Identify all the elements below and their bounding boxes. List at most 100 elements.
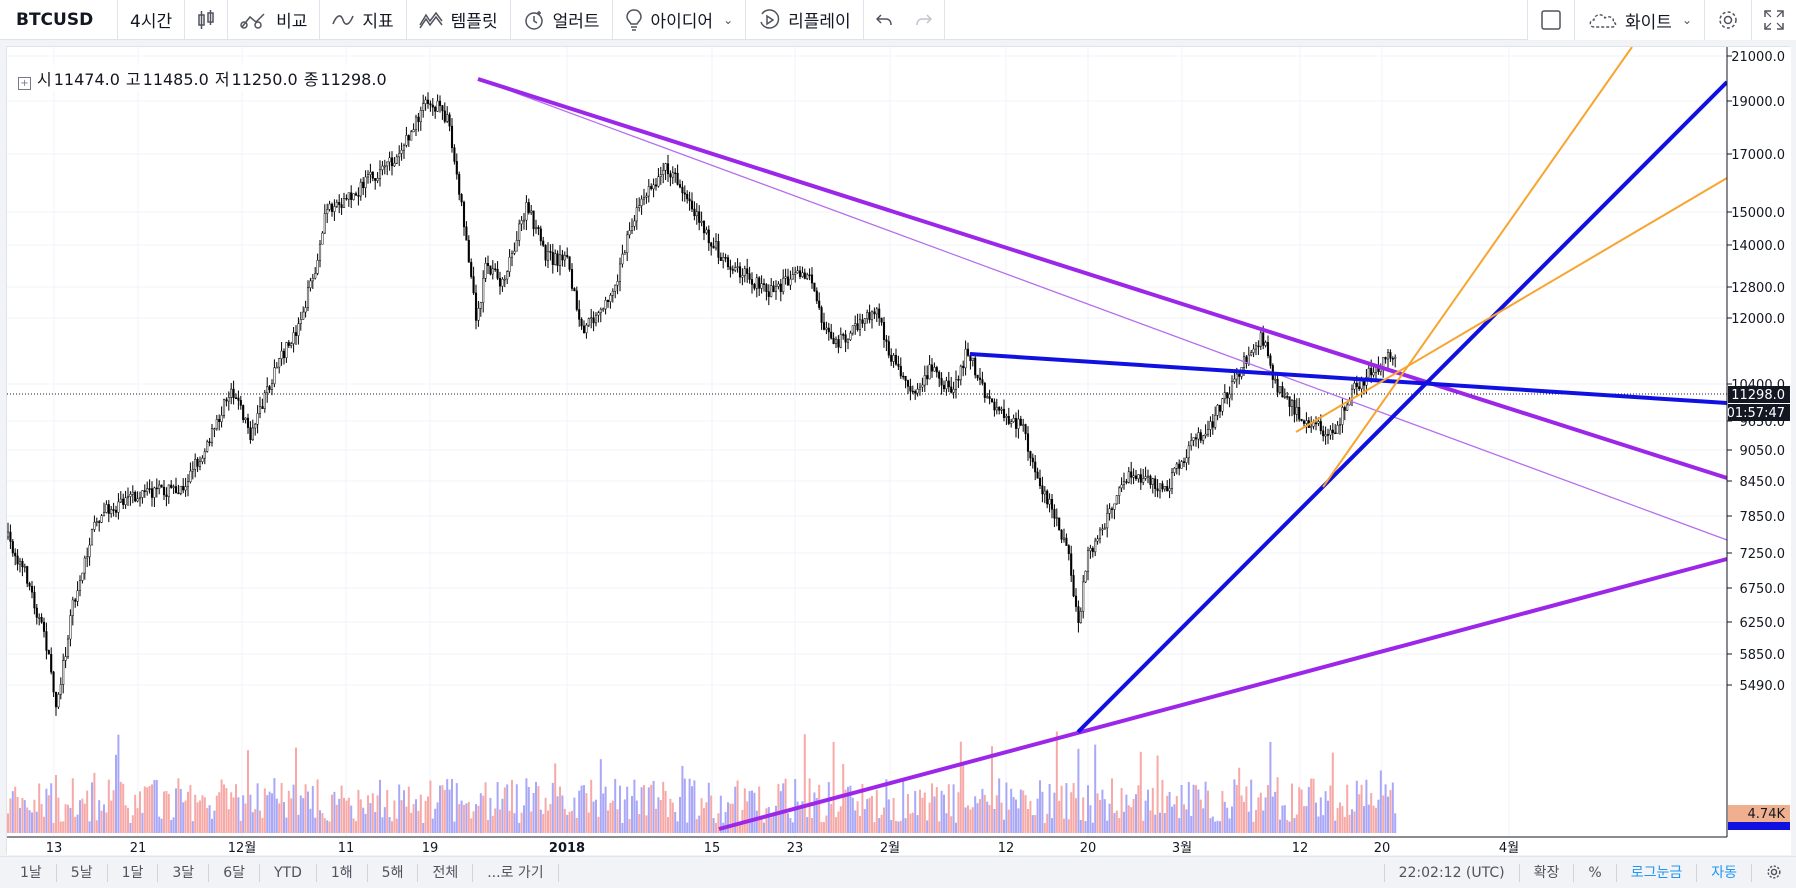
volume-bar [165, 790, 168, 833]
undo-button[interactable] [864, 0, 904, 40]
volume-bar [71, 778, 74, 833]
volume-bar [789, 818, 792, 833]
trendline-orange-steep[interactable] [1322, 47, 1633, 488]
range-button[interactable]: 1해 [317, 863, 368, 882]
range-button[interactable]: 1날 [6, 863, 57, 882]
trendline-purple-thin[interactable] [477, 78, 1728, 541]
candle-body [894, 355, 898, 365]
candle-body [1190, 440, 1193, 447]
volume-bar [573, 797, 576, 833]
price-chart[interactable]: 21000.0 19000.0 17000.0 15000.0 14000.0 12800… [7, 47, 1791, 855]
candle-body [1214, 415, 1217, 428]
candle-body [546, 251, 550, 261]
volume-bar [249, 794, 252, 833]
volume-bar [340, 785, 343, 833]
candle-body [851, 325, 854, 334]
range-button[interactable]: 6달 [209, 863, 260, 882]
range-button[interactable]: YTD [260, 863, 317, 882]
chart-panel[interactable]: 21000.0 19000.0 17000.0 15000.0 14000.0 12800… [6, 46, 1791, 855]
trendline-blue-rising[interactable] [1076, 80, 1729, 734]
replay-button[interactable]: 리플레이 [746, 0, 864, 40]
candle-body [614, 284, 617, 292]
scale-toggle[interactable]: 확장 [1518, 864, 1574, 882]
interval-button[interactable]: 4시간 [118, 0, 186, 40]
price-axis[interactable]: 21000.0 19000.0 17000.0 15000.0 14000.0 12800… [1726, 47, 1791, 837]
trendline-orange-shallow[interactable] [1295, 177, 1728, 433]
candle-body [856, 323, 859, 331]
range-button[interactable]: 전체 [418, 863, 474, 882]
templates-button[interactable]: 템플릿 [407, 0, 511, 40]
indicators-button[interactable]: 지표 [320, 0, 407, 40]
candle-body [1274, 378, 1277, 381]
candle-body [448, 114, 451, 127]
volume-bar [1312, 778, 1315, 833]
volume-bar [835, 817, 837, 833]
candle-body [926, 375, 929, 380]
redo-icon [915, 13, 932, 25]
log-scale-toggle[interactable]: 로그눈금 [1615, 864, 1697, 882]
price-tick-label: 14000.0 [1731, 239, 1785, 254]
theme-button[interactable]: 화이트 ⌄ [1574, 0, 1704, 40]
candle-body [191, 469, 194, 472]
compare-button[interactable]: 비교 [228, 0, 321, 40]
volume-bar [623, 799, 626, 833]
candle-body [1065, 537, 1068, 546]
candle-body [758, 277, 761, 289]
volume-bar [991, 746, 993, 833]
symbol-search-button[interactable]: BTCUSD [0, 0, 118, 40]
range-button[interactable]: 5해 [368, 863, 419, 882]
bottom-bar-right: 22:02:12 (UTC) 확장 % 로그눈금 자동 [1383, 857, 1796, 888]
volume-ma-badge [1728, 822, 1790, 830]
candle-body [640, 198, 643, 206]
volume-bar [551, 782, 554, 833]
volume-bar [424, 800, 427, 833]
close-label: 종 [303, 70, 319, 89]
candle-body [1086, 550, 1090, 572]
candle-body [1048, 498, 1051, 505]
candle-body [597, 312, 600, 316]
time-axis[interactable]: 13 21 12월 11 19 2018 15 23 2월 12 20 3월 12 20 4월 [7, 836, 1791, 855]
percent-toggle[interactable]: % [1573, 864, 1615, 882]
volume-bar [292, 784, 295, 833]
range-button[interactable]: 1달 [108, 863, 159, 882]
clock-label[interactable]: 22:02:12 (UTC) [1383, 864, 1519, 882]
candle-body [563, 255, 566, 261]
range-button[interactable]: 5날 [57, 863, 108, 882]
candle-body [141, 490, 144, 498]
volume-bar [1171, 806, 1173, 833]
chart-settings-button[interactable] [1751, 864, 1796, 882]
volume-bar [1319, 797, 1322, 833]
volume-bar [518, 822, 521, 833]
volume-bar [981, 788, 984, 833]
trendline-blue-flat[interactable] [969, 352, 1728, 405]
candle-body [318, 243, 322, 261]
volume-bar [957, 792, 960, 833]
trendline-purple-resistance[interactable] [477, 77, 1728, 480]
volume-bar [746, 801, 749, 833]
volume-bar [1079, 820, 1082, 833]
candle-body [844, 334, 847, 343]
layout-button[interactable] [1527, 0, 1574, 40]
ideas-button[interactable]: 아이디어 ⌄ [613, 0, 747, 40]
redo-button[interactable] [904, 0, 945, 40]
auto-scale-toggle[interactable]: 자동 [1696, 864, 1751, 882]
trendlines[interactable] [477, 47, 1729, 831]
volume-bar [796, 801, 799, 833]
range-button[interactable]: 3달 [158, 863, 210, 882]
trendline-purple-support[interactable] [718, 557, 1728, 831]
candle-body [189, 470, 192, 483]
volume-bar [542, 814, 545, 833]
volume-bar [904, 818, 907, 833]
expand-legend-icon[interactable]: + [18, 77, 31, 90]
candle-body [14, 552, 17, 557]
candle-body [479, 302, 482, 309]
fullscreen-button[interactable] [1751, 0, 1796, 40]
candle-body [846, 339, 850, 343]
chart-style-button[interactable] [185, 0, 229, 40]
settings-button[interactable] [1704, 0, 1751, 40]
volume-bar [1043, 822, 1046, 833]
volume-bar [1094, 744, 1097, 833]
alert-button[interactable]: 얼러트 [511, 0, 613, 40]
candle-body [681, 186, 684, 194]
range-button[interactable]: ...로 가기 [473, 863, 559, 882]
